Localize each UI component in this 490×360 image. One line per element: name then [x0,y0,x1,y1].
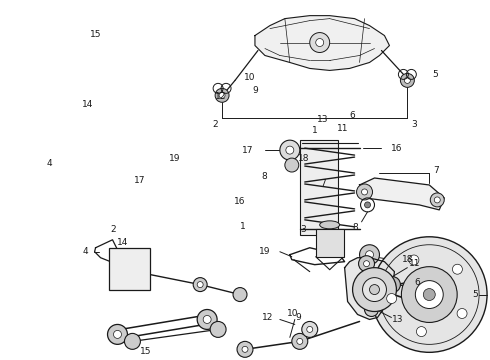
Circle shape [353,268,396,311]
Circle shape [416,280,443,309]
Circle shape [203,315,211,323]
Text: 5: 5 [472,290,478,299]
Bar [300,140,338,235]
Text: 4: 4 [83,247,88,256]
Text: 12: 12 [262,313,273,322]
Text: 17: 17 [242,145,254,154]
Circle shape [280,140,300,160]
Text: 6: 6 [415,278,420,287]
Circle shape [369,285,379,294]
Text: 18: 18 [298,154,309,163]
Text: 13: 13 [318,114,329,123]
Circle shape [401,267,457,323]
Circle shape [404,77,410,84]
Circle shape [409,255,419,265]
Text: 10: 10 [244,73,256,82]
Text: 1: 1 [240,222,245,231]
Polygon shape [344,258,394,319]
Circle shape [233,288,247,302]
Text: 18: 18 [402,255,413,264]
Text: 12: 12 [215,92,226,101]
Text: 1: 1 [312,126,318,135]
Circle shape [366,251,373,259]
Text: 11: 11 [337,123,348,132]
Circle shape [316,39,324,46]
Text: 6: 6 [349,111,355,120]
Text: 4: 4 [47,159,52,168]
Circle shape [197,310,217,329]
Circle shape [385,276,400,293]
Circle shape [307,327,313,332]
Circle shape [359,256,374,272]
Circle shape [210,321,226,337]
Text: 9: 9 [295,313,301,322]
Circle shape [434,197,440,203]
Text: 3: 3 [412,120,417,129]
Circle shape [124,333,141,349]
Circle shape [285,158,299,172]
Circle shape [357,184,372,200]
Text: 8: 8 [353,223,359,232]
Text: 16: 16 [391,144,402,153]
Circle shape [114,330,122,338]
Bar [108,248,150,289]
Text: 19: 19 [169,154,180,163]
Circle shape [193,278,207,292]
Text: 13: 13 [392,315,403,324]
Circle shape [360,245,379,265]
Circle shape [107,324,127,345]
Text: 15: 15 [90,30,102,39]
Text: 11: 11 [409,259,420,268]
Text: 2: 2 [110,225,116,234]
Circle shape [452,264,463,274]
Circle shape [365,302,378,316]
Text: 7: 7 [320,179,326,188]
Circle shape [371,237,487,352]
Circle shape [362,189,368,195]
Text: 10: 10 [287,309,298,318]
Circle shape [423,289,435,301]
Text: 15: 15 [140,347,151,356]
Text: 9: 9 [252,86,258,95]
Circle shape [416,327,426,337]
Circle shape [219,92,225,98]
Text: 17: 17 [134,176,146,185]
Circle shape [387,293,396,303]
Circle shape [292,333,308,349]
Polygon shape [255,15,390,71]
Circle shape [286,146,294,154]
Text: 14: 14 [82,100,94,109]
Circle shape [457,309,467,319]
Circle shape [310,32,330,53]
Circle shape [302,321,318,337]
Text: 8: 8 [262,172,268,181]
Text: 19: 19 [259,247,270,256]
Circle shape [430,193,444,207]
Text: 7: 7 [433,166,439,175]
Circle shape [237,341,253,357]
Text: 14: 14 [117,238,128,247]
Circle shape [365,202,370,208]
Circle shape [390,282,395,288]
Text: 16: 16 [234,197,246,206]
Text: 5: 5 [433,70,438,79]
Circle shape [197,282,203,288]
Circle shape [400,73,415,87]
Text: 3: 3 [301,225,306,234]
Circle shape [364,261,369,267]
Ellipse shape [319,221,340,229]
Text: 2: 2 [212,120,218,129]
Circle shape [363,278,387,302]
Polygon shape [360,178,444,210]
Circle shape [242,346,248,352]
Circle shape [297,338,303,345]
Circle shape [215,88,229,102]
Bar [316,229,343,257]
